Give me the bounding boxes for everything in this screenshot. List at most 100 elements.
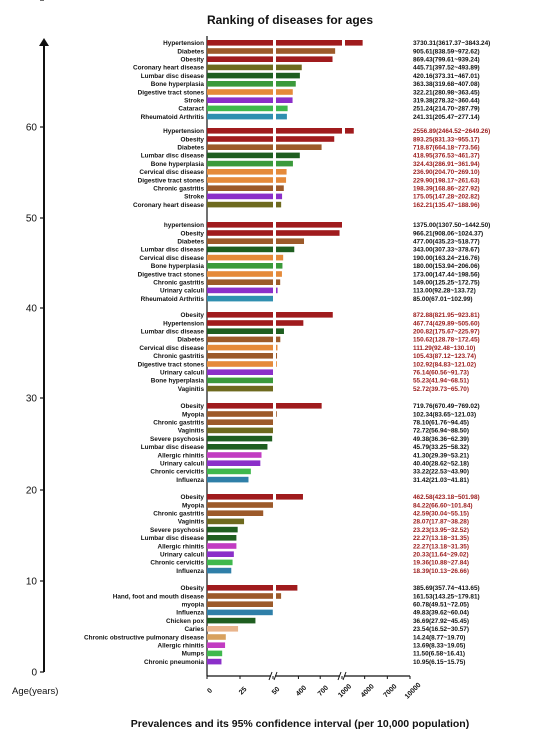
x-tick-label: 25: [238, 686, 249, 697]
data-label: 200.82(175.67~225.97): [413, 329, 480, 336]
bar: [207, 658, 222, 665]
bar: [207, 353, 273, 359]
bar: [345, 128, 354, 134]
category-label: Stroke: [184, 194, 204, 201]
category-label: hypertension: [164, 222, 204, 229]
data-label: 41.30(29.39~53.21): [413, 452, 469, 459]
bar: [207, 320, 273, 326]
bar: [207, 201, 273, 208]
data-label: 20.33(11.64~29.02): [413, 552, 469, 559]
bar: [276, 193, 283, 200]
data-label: 36.69(27.92~45.45): [413, 618, 469, 625]
bar: [207, 128, 273, 134]
bar: [207, 551, 234, 557]
x-tick-label: 50: [271, 686, 282, 697]
bar: [276, 185, 284, 191]
category-label: Cervical disc disease: [139, 255, 204, 262]
data-label: 869.43(799.61~939.24): [413, 57, 480, 64]
category-label: Chronic gastritis: [153, 280, 204, 287]
data-label: 385.69(357.74~413.65): [413, 585, 480, 592]
data-label: 13.69(8.33~19.05): [413, 643, 465, 650]
bar: [207, 105, 273, 112]
x-tick-label: 700: [317, 685, 330, 698]
category-label: Stroke: [184, 98, 204, 105]
category-label: Diabetes: [177, 337, 204, 344]
bar: [207, 444, 268, 450]
bar: [207, 222, 273, 228]
category-label: Severe psychosis: [150, 527, 204, 534]
category-label: Obesity: [181, 494, 205, 501]
bar: [276, 48, 336, 54]
data-label: 40.40(28.62~52.18): [413, 461, 469, 468]
category-label: Myopia: [182, 411, 204, 418]
data-label: 180.00(153.94~206.06): [413, 263, 480, 270]
data-label: 229.90(198.17~261.63): [413, 177, 480, 184]
bar: [207, 526, 238, 533]
bar: [207, 634, 226, 640]
bar: [207, 535, 237, 541]
y-axis: 0 10 20 30 40 50 60 70: [26, 0, 49, 679]
bar: [207, 48, 273, 54]
category-label: myopia: [182, 602, 205, 609]
data-label: 251.24(214.70~287.79): [413, 106, 480, 113]
data-label: 905.61(838.59~972.62): [413, 48, 480, 55]
category-label: Obesity: [181, 230, 205, 237]
data-label: 11.50(6.58~16.41): [413, 651, 465, 658]
category-label: Lumbar disc disease: [141, 329, 205, 336]
data-label: 445.71(397.52~493.89): [413, 65, 480, 72]
bar: [207, 385, 273, 392]
bar: [276, 353, 278, 359]
x-tick-label: 0: [206, 687, 214, 695]
bar: [207, 144, 273, 150]
bar: [207, 81, 273, 87]
category-label: Cervical disc disease: [139, 169, 204, 176]
category-label: Bone hyperplasia: [151, 263, 205, 270]
bar: [276, 287, 278, 294]
data-label: 872.88(821.95~923.81): [413, 312, 480, 319]
data-label: 105.43(87.12~123.74): [413, 353, 476, 360]
data-label: 162.21(135.47~188.96): [413, 202, 480, 209]
bar: [207, 369, 273, 375]
x-tick-label: 10000: [404, 682, 423, 701]
bar: [276, 344, 278, 351]
category-label: Chronic obstructive pulmonary disease: [84, 634, 204, 641]
category-label: Lumbar disc disease: [141, 153, 205, 160]
category-label: Mumps: [182, 651, 205, 658]
category-label: Hand, foot and mouth disease: [113, 593, 205, 600]
data-label: 893.25(831.33~955.17): [413, 136, 480, 143]
bar: [207, 238, 273, 244]
x-tick-label: 7000: [383, 683, 399, 699]
category-label: Hypertension: [163, 40, 204, 47]
bar: [276, 40, 342, 46]
category-label: Coronary heart disease: [133, 202, 204, 209]
category-label: Hypertension: [163, 320, 204, 327]
bar: [276, 222, 342, 228]
category-label: Chronic cervicitis: [150, 560, 204, 567]
bar: [276, 585, 298, 591]
category-label: Chronic gastritis: [153, 353, 204, 360]
y-tick-label: 0: [31, 668, 37, 679]
data-label: 33.22(22.53~43.90): [413, 469, 469, 476]
bar: [276, 160, 293, 167]
data-label: 420.16(373.31~467.01): [413, 73, 480, 80]
category-label: Digestive tract stones: [138, 89, 205, 96]
bars-layer: Hypertension 3730.31(3617.37~3843.24) Diab…: [84, 36, 490, 676]
bar: [207, 585, 273, 591]
bar: [207, 593, 273, 599]
data-label: 23.54(16.52~30.57): [413, 626, 469, 633]
bar: [207, 468, 251, 475]
bar: [276, 97, 293, 103]
data-label: 113.00(92.28~133.72): [413, 288, 476, 295]
data-label: 49.38(36.36~62.39): [413, 436, 469, 443]
axis-break-mark: [268, 671, 273, 681]
bar: [276, 328, 284, 334]
category-label: Myopia: [182, 502, 204, 509]
y-axis-arrow: [39, 38, 49, 46]
category-label: Urinary calculi: [160, 461, 204, 468]
data-label: 60.78(49.51~72.05): [413, 602, 469, 609]
bar: [276, 361, 277, 367]
y-tick-label: 10: [26, 577, 38, 588]
data-label: 175.05(147.28~202.82): [413, 194, 480, 201]
bar: [276, 238, 305, 244]
bar: [345, 40, 363, 46]
